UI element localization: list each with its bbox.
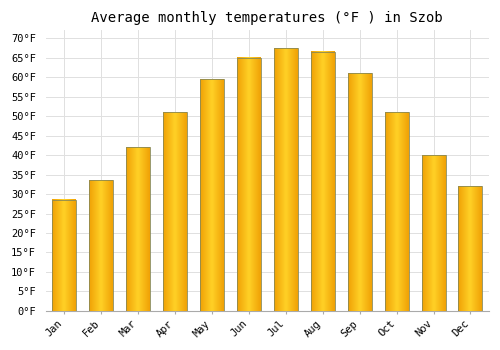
Bar: [237, 58, 261, 311]
Bar: [89, 180, 113, 311]
Bar: [52, 200, 76, 311]
Bar: [348, 73, 372, 311]
Bar: [274, 48, 298, 311]
Title: Average monthly temperatures (°F ) in Szob: Average monthly temperatures (°F ) in Sz…: [92, 11, 443, 25]
Bar: [310, 52, 334, 311]
Bar: [384, 112, 408, 311]
Bar: [422, 155, 446, 311]
Bar: [163, 112, 187, 311]
Bar: [458, 186, 482, 311]
Bar: [200, 79, 224, 311]
Bar: [126, 147, 150, 311]
